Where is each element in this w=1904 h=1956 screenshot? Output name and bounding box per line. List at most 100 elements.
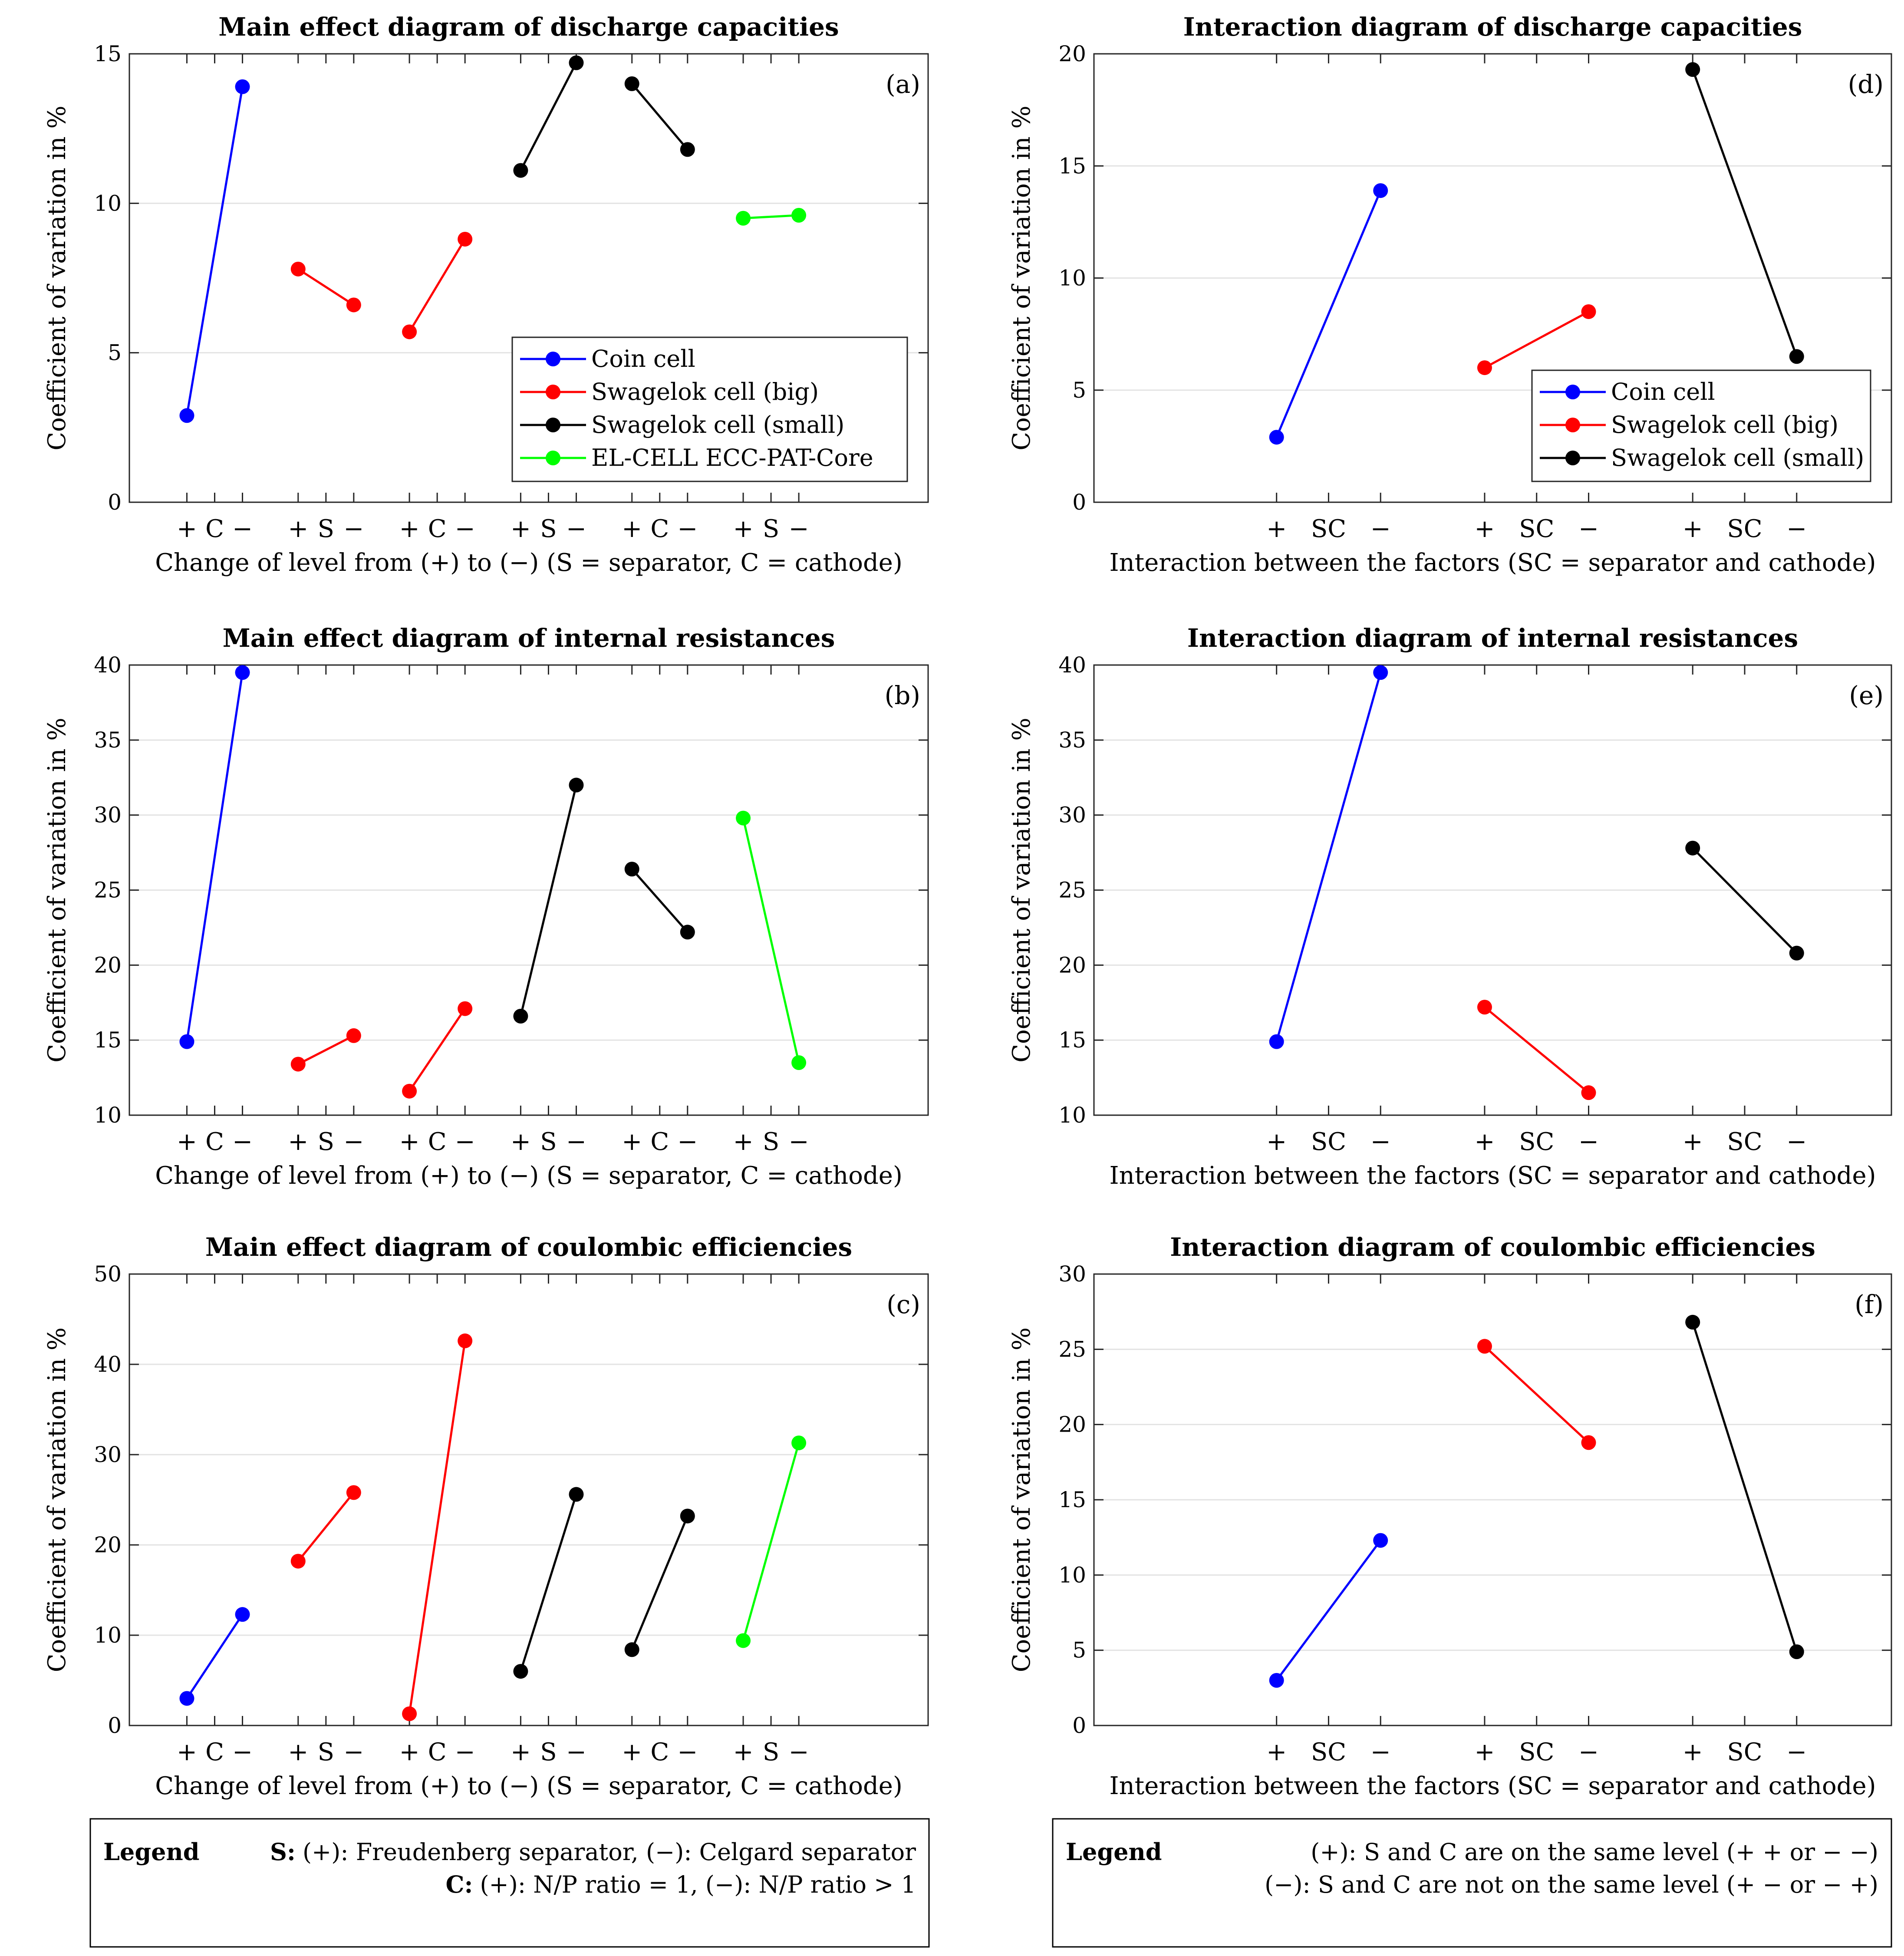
ytick-label-d-15: 15	[1058, 153, 1086, 178]
legend-note-right: Legend (+): S and C are on the same leve…	[1052, 1818, 1892, 1948]
xtick-label-b-5-plus: +	[733, 1128, 754, 1156]
ytick-label-c-20: 20	[94, 1532, 122, 1558]
data-point-c-1-minus	[346, 1485, 361, 1500]
data-point-b-0-plus	[179, 1034, 194, 1049]
data-point-a-2-minus	[458, 231, 473, 247]
data-point-a-2-plus	[402, 324, 417, 339]
ytick-label-f-10: 10	[1058, 1562, 1086, 1587]
data-point-b-4-plus	[624, 862, 639, 877]
xtick-label-c-1-minus: −	[343, 1738, 364, 1766]
xtick-label-e-0-plus: +	[1266, 1128, 1287, 1156]
legend-note-left-line1: S: (+): Freudenberg separator, (−): Celga…	[270, 1838, 916, 1866]
data-point-f-2-minus	[1789, 1644, 1804, 1660]
series-line-e-2	[1692, 847, 1798, 954]
axes-box-c	[128, 1273, 929, 1726]
y-axis-label-a: Coefficient of variation in %	[43, 105, 71, 451]
data-point-d-0-minus	[1373, 183, 1388, 198]
xtick-label-b-5-minus: −	[789, 1128, 809, 1156]
xtick-label-c-3-factor: S	[540, 1738, 557, 1766]
xtick-label-e-2-factor: SC	[1727, 1128, 1762, 1156]
ytick-label-c-0: 0	[108, 1713, 122, 1738]
legend-note-right-line2: (−): S and C are not on the same level (…	[1265, 1871, 1878, 1898]
series-line-a-4	[631, 83, 688, 150]
data-point-a-5-minus	[791, 207, 807, 223]
data-point-c-5-minus	[791, 1435, 807, 1450]
data-point-c-0-minus	[235, 1607, 250, 1622]
ytick-label-e-40: 40	[1058, 652, 1086, 678]
xtick-label-c-5-minus: −	[789, 1738, 809, 1766]
data-point-d-0-plus	[1269, 430, 1284, 445]
data-point-f-0-plus	[1269, 1673, 1284, 1688]
legend-marker-d-swagelok-cell-big	[1565, 418, 1580, 432]
xtick-label-e-2-minus: −	[1786, 1128, 1807, 1156]
data-point-e-0-plus	[1269, 1034, 1284, 1049]
series-line-c-2	[408, 1340, 466, 1714]
data-point-b-3-minus	[569, 777, 584, 793]
data-point-e-2-plus	[1685, 840, 1700, 856]
xtick-label-a-5-factor: S	[763, 515, 779, 543]
xtick-label-e-1-factor: SC	[1519, 1128, 1554, 1156]
legend-label-d-swagelok-cell-small: Swagelok cell (small)	[1611, 444, 1864, 471]
legend-label-a-swagelok-cell-big: Swagelok cell (big)	[591, 378, 819, 405]
y-axis-label-e: Coefficient of variation in %	[1008, 718, 1036, 1063]
data-point-c-3-minus	[569, 1487, 584, 1502]
legend-marker-a-swagelok-cell-small	[546, 418, 560, 432]
ytick-label-c-10: 10	[94, 1623, 122, 1648]
xtick-label-b-3-minus: −	[566, 1128, 586, 1156]
data-point-f-0-minus	[1373, 1533, 1388, 1548]
xtick-label-c-2-minus: −	[455, 1738, 475, 1766]
data-point-a-4-minus	[680, 142, 695, 157]
ytick-label-a-5: 5	[108, 340, 122, 366]
ytick-label-c-40: 40	[94, 1352, 122, 1377]
xtick-label-b-4-plus: +	[622, 1128, 642, 1156]
ytick-label-f-0: 0	[1072, 1713, 1086, 1738]
xtick-label-f-2-plus: +	[1683, 1738, 1703, 1766]
ytick-label-e-25: 25	[1058, 878, 1086, 903]
xtick-label-a-1-minus: −	[343, 515, 364, 543]
data-point-a-4-plus	[624, 76, 639, 91]
legend-label-a-el-cell-ecc-pat-core: EL-CELL ECC-PAT-Core	[591, 444, 873, 471]
data-point-c-3-plus	[513, 1664, 528, 1679]
ytick-label-c-30: 30	[94, 1442, 122, 1467]
ytick-label-d-10: 10	[1058, 266, 1086, 291]
xtick-label-b-2-minus: −	[455, 1128, 475, 1156]
data-point-e-1-plus	[1477, 1000, 1492, 1015]
y-axis-label-f: Coefficient of variation in %	[1008, 1327, 1036, 1673]
axes-box-a	[128, 53, 929, 503]
data-point-b-1-minus	[346, 1028, 361, 1043]
data-point-a-3-minus	[569, 55, 584, 70]
ytick-label-e-10: 10	[1058, 1103, 1086, 1128]
xtick-label-c-4-plus: +	[622, 1738, 642, 1766]
series-line-d-1	[1484, 310, 1589, 369]
series-line-b-5	[742, 818, 800, 1063]
series-line-f-1	[1484, 1345, 1590, 1444]
data-point-f-2-plus	[1685, 1314, 1700, 1330]
series-line-f-2	[1691, 1322, 1798, 1652]
xtick-label-d-2-plus: +	[1683, 515, 1703, 543]
xtick-label-b-3-plus: +	[511, 1128, 531, 1156]
xtick-label-f-2-minus: −	[1786, 1738, 1807, 1766]
xtick-label-e-0-factor: SC	[1311, 1128, 1346, 1156]
series-line-b-0	[186, 672, 244, 1042]
ytick-label-a-10: 10	[94, 191, 122, 216]
xtick-label-e-1-minus: −	[1578, 1128, 1599, 1156]
xtick-label-a-3-minus: −	[566, 515, 586, 543]
xtick-label-d-0-plus: +	[1266, 515, 1287, 543]
xtick-label-c-5-plus: +	[733, 1738, 754, 1766]
series-line-f-0	[1275, 1540, 1382, 1681]
data-point-e-2-minus	[1789, 945, 1804, 961]
panel-label-a: (a)	[886, 69, 920, 99]
legend-marker-a-coin-cell	[546, 352, 560, 366]
ytick-label-e-15: 15	[1058, 1027, 1086, 1053]
data-point-c-4-minus	[680, 1508, 695, 1524]
ytick-label-d-5: 5	[1072, 378, 1086, 403]
panel-label-f: (f)	[1855, 1290, 1884, 1319]
x-axis-label-a: Change of level from (+) to (−) (S = sep…	[155, 549, 903, 577]
xtick-label-a-5-plus: +	[733, 515, 754, 543]
data-point-a-1-plus	[290, 261, 306, 277]
